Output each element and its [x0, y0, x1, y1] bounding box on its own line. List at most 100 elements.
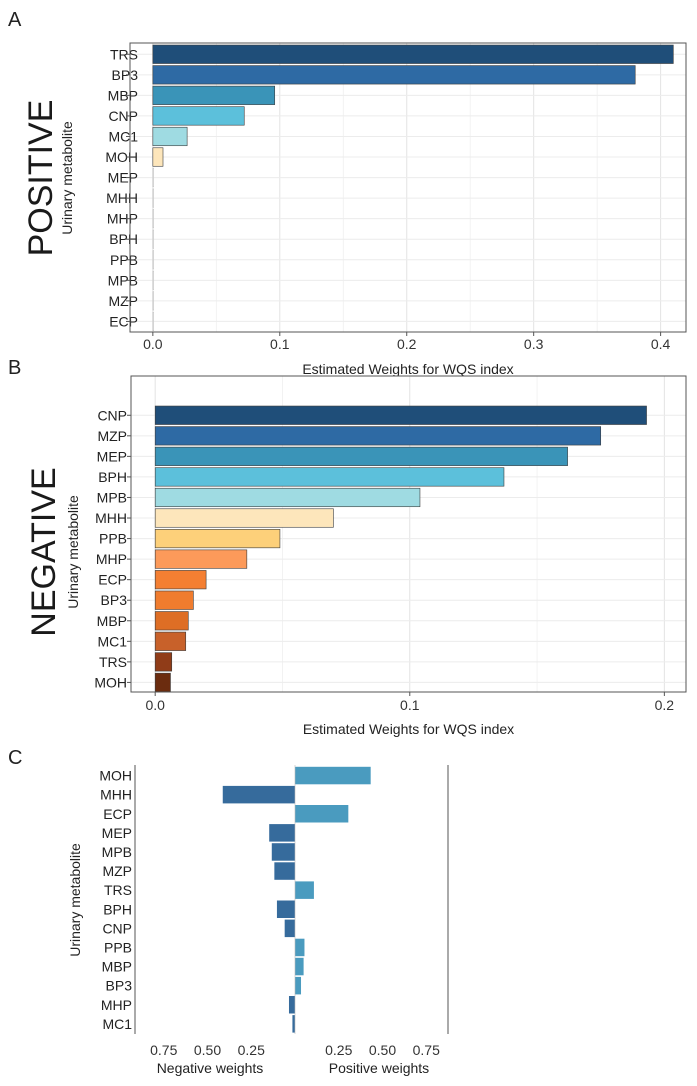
bar-ecp [154, 570, 207, 590]
bar-mhp [154, 549, 248, 569]
category-label-mhh: MHH [95, 510, 127, 526]
category-label-mhp: MHP [96, 551, 127, 567]
positive-tick-label: 0.75 [413, 1042, 440, 1058]
negative-tick-label: 0.75 [150, 1042, 177, 1058]
bar-mc1 [292, 1015, 295, 1033]
negative-weights-label: Negative weights [157, 1060, 264, 1076]
category-label-mpb: MPB [108, 272, 138, 288]
bar-cnp [152, 106, 245, 126]
panel-letter-c: C [8, 747, 22, 769]
bar-mpb [152, 270, 154, 290]
category-label-ppb: PPB [99, 531, 127, 547]
category-label-bph: BPH [109, 231, 138, 247]
bar-cnp [284, 919, 295, 938]
category-label-mpb: MPB [97, 489, 127, 505]
x-tick-label: 0.3 [524, 336, 544, 352]
bar-mhh [222, 785, 295, 804]
bar-ppb [152, 250, 154, 270]
side-label-positive: POSITIVE [22, 100, 60, 257]
bar-bph [152, 229, 154, 249]
category-label-moh: MOH [105, 149, 138, 165]
bar-mc1 [154, 631, 187, 651]
positive-tick-label: 0.50 [369, 1042, 396, 1058]
category-label-mbp: MBP [102, 959, 132, 975]
bar-bph [276, 900, 295, 918]
category-label-mc1: MC1 [102, 1016, 132, 1032]
bar-bph [154, 467, 505, 487]
bar-mhp [152, 209, 154, 229]
bars [222, 766, 371, 1033]
category-label-mep: MEP [102, 825, 132, 841]
positive-weights-label: Positive weights [329, 1060, 429, 1076]
category-label-trs: TRS [104, 882, 132, 898]
y-axis-title: Urinary metabolite [59, 121, 75, 235]
bar-bp3 [152, 65, 636, 85]
category-label-cnp: CNP [108, 108, 138, 124]
bar-mzp [154, 426, 602, 446]
category-label-mhh: MHH [106, 190, 138, 206]
bar-bp3 [295, 976, 302, 995]
negative-tick-label: 0.50 [194, 1042, 221, 1058]
category-label-ecp: ECP [98, 572, 127, 588]
positive-tick-label: 0.25 [325, 1042, 352, 1058]
x-tick-label: 0.2 [397, 336, 417, 352]
bar-trs [295, 881, 314, 899]
category-label-mpb: MPB [102, 844, 132, 860]
bar-trs [152, 44, 674, 64]
category-label-mbp: MBP [108, 87, 138, 103]
bar-mpb [154, 487, 421, 508]
negative-tick-label: 0.25 [238, 1042, 265, 1058]
category-label-mhh: MHH [100, 787, 132, 803]
category-label-moh: MOH [94, 674, 127, 690]
x-axis-title: Estimated Weights for WQS index [303, 721, 514, 737]
bar-moh [295, 766, 371, 785]
bar-bp3 [154, 590, 194, 610]
bar-ppb [154, 529, 281, 549]
bar-mzp [274, 862, 295, 880]
x-tick-label: 0.0 [145, 697, 165, 713]
category-label-mzp: MZP [97, 428, 127, 444]
category-label-bp3: BP3 [106, 978, 133, 994]
category-label-mc1: MC1 [97, 633, 127, 649]
category-label-trs: TRS [110, 46, 138, 62]
panel-B: B CNP MZP MEP BPH MPB MHH PPB MHP ECP BP3 MBP MC1 TRS… [8, 357, 687, 737]
category-label-mhp: MHP [107, 211, 138, 227]
category-label-cnp: CNP [102, 920, 132, 936]
bar-mbp [154, 611, 189, 631]
category-label-bph: BPH [98, 469, 127, 485]
bar-cnp [154, 405, 647, 425]
bar-mep [269, 824, 295, 842]
x-tick-label: 0.1 [400, 697, 420, 713]
category-label-bp3: BP3 [112, 67, 139, 83]
category-label-mbp: MBP [97, 613, 127, 629]
category-label-ppb: PPB [104, 939, 132, 955]
y-axis-title: Urinary metabolite [67, 843, 83, 957]
bar-trs [154, 652, 173, 672]
bar-mep [154, 446, 568, 466]
bars [154, 405, 647, 692]
category-label-trs: TRS [99, 654, 127, 670]
bar-mhh [154, 508, 334, 528]
bar-moh [152, 147, 164, 167]
bar-mc1 [152, 126, 188, 147]
bar-mzp [152, 291, 154, 311]
bar-mbp [152, 85, 276, 105]
x-tick-label: 0.0 [143, 336, 163, 352]
x-tick-label: 0.2 [655, 697, 675, 713]
y-axis-title: Urinary metabolite [65, 495, 81, 609]
category-label-ecp: ECP [103, 806, 132, 822]
x-tick-label: 0.4 [651, 336, 671, 352]
category-label-ppb: PPB [110, 252, 138, 268]
panel-C: C MOH MHH ECP MEP MPB MZP TRS BPH CNP PPB MBP BP3 MHP… [8, 747, 449, 1076]
x-axis-title: Estimated Weights for WQS index [302, 361, 513, 377]
panel-letter-b: B [8, 357, 21, 379]
bar-mpb [271, 843, 295, 861]
panel-A: A TRS BP3 MBP CNP MC1 MOH MEP MHH MHP BPH PPB MPB MZP… [8, 9, 687, 377]
category-label-mc1: MC1 [108, 128, 138, 144]
category-label-mzp: MZP [108, 293, 138, 309]
category-label-mep: MEP [97, 448, 127, 464]
category-label-mzp: MZP [102, 863, 132, 879]
bars [152, 44, 674, 331]
category-label-mhp: MHP [101, 997, 132, 1013]
x-tick-label: 0.1 [270, 336, 290, 352]
